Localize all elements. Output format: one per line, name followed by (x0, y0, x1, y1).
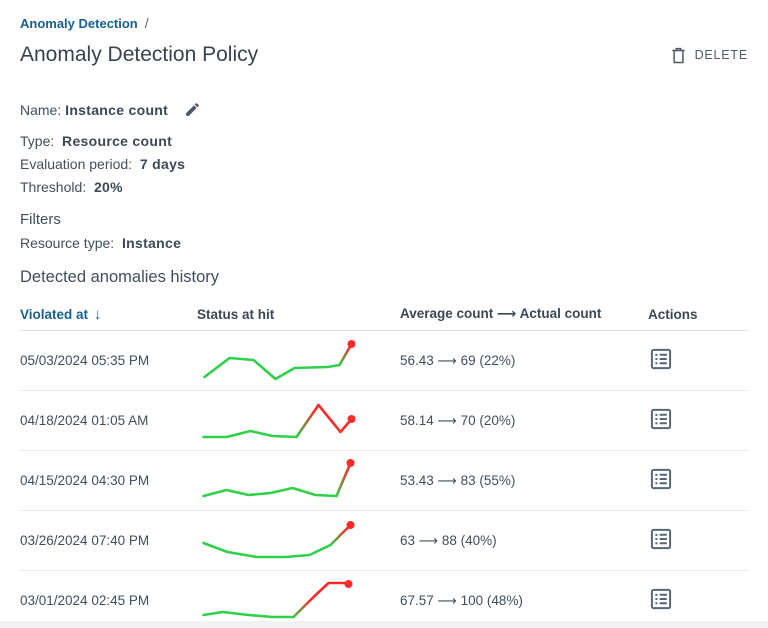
sparkline-chart (203, 339, 356, 380)
actions-cell (648, 586, 748, 615)
sparkline-chart (202, 579, 353, 618)
column-header-counts: Average count ⟶ Actual count (400, 306, 602, 321)
counts-value: 67.57 ⟶ 100 (48%) (400, 592, 523, 608)
counts-value: 63 ⟶ 88 (40%) (400, 532, 497, 548)
delete-button[interactable]: DELETE (671, 47, 748, 64)
evaluation-period-line: Evaluation period: 7 days (20, 156, 748, 172)
actions-cell (648, 346, 748, 375)
threshold-line: Threshold: 20% (20, 179, 748, 195)
filters-heading: Filters (20, 211, 61, 228)
title-row: Anomaly Detection Policy DELETE (20, 43, 748, 67)
details-list-icon (648, 466, 674, 492)
status-sparkline-cell (197, 455, 400, 507)
name-value: Instance count (65, 101, 169, 118)
violated-at-header-label: Violated at (20, 306, 89, 322)
column-header-status: Status at hit (197, 306, 275, 322)
history-heading: Detected anomalies history (20, 268, 220, 286)
details-list-icon (648, 406, 674, 432)
resource-type-value: Instance (121, 235, 182, 251)
delete-button-label: DELETE (694, 48, 748, 62)
bottom-edge (0, 621, 768, 628)
row-details-button[interactable] (648, 406, 674, 432)
sparkline-chart (202, 403, 356, 438)
status-sparkline-cell (197, 335, 400, 387)
history-table-header: Violated at ↓ Status at hit Average coun… (20, 298, 748, 331)
evaluation-label: Evaluation period: (20, 156, 133, 172)
policy-name-line: Name: Instance count (20, 101, 748, 118)
threshold-label: Threshold: (20, 179, 87, 195)
actions-cell (648, 466, 748, 495)
page-title: Anomaly Detection Policy (20, 43, 259, 66)
history-table-body: 05/03/2024 05:35 PM 56.43 ⟶ 69 (22%) 04 (20, 331, 748, 628)
threshold-value: 20% (93, 179, 123, 195)
breadcrumb-separator: / (144, 15, 149, 31)
column-header-actions: Actions (648, 306, 698, 322)
violated-at-value: 05/03/2024 05:35 PM (20, 353, 150, 368)
violated-at-value: 04/18/2024 01:05 AM (20, 413, 149, 428)
row-details-button[interactable] (648, 526, 674, 552)
status-sparkline-cell (197, 575, 400, 627)
status-sparkline-cell (197, 395, 400, 447)
type-label: Type: (20, 133, 55, 149)
anomaly-row: 03/26/2024 07:40 PM 63 ⟶ 88 (40%) (20, 511, 748, 571)
row-details-button[interactable] (648, 466, 674, 492)
sort-descending-icon: ↓ (94, 305, 102, 323)
anomaly-row: 04/18/2024 01:05 AM 58.14 ⟶ 70 (20%) (20, 391, 748, 451)
anomaly-row: 05/03/2024 05:35 PM 56.43 ⟶ 69 (22%) (20, 331, 748, 391)
anomaly-row: 03/01/2024 02:45 PM 67.57 ⟶ 100 (48%) (20, 571, 748, 628)
actions-cell (648, 406, 748, 435)
breadcrumb: Anomaly Detection / (20, 15, 748, 31)
breadcrumb-anomaly-detection-link[interactable]: Anomaly Detection (20, 15, 138, 31)
sparkline-chart (202, 520, 355, 558)
violated-at-value: 03/26/2024 07:40 PM (20, 533, 150, 548)
details-list-icon (648, 586, 674, 612)
violated-at-value: 03/01/2024 02:45 PM (20, 593, 150, 608)
anomaly-row: 04/15/2024 04:30 PM 53.43 ⟶ 83 (55%) (20, 451, 748, 511)
row-details-button[interactable] (648, 586, 674, 612)
trash-icon (671, 47, 686, 64)
sparkline-chart (202, 458, 355, 497)
details-list-icon (648, 526, 674, 552)
row-details-button[interactable] (648, 346, 674, 372)
status-sparkline-cell (197, 515, 400, 567)
history-table: Violated at ↓ Status at hit Average coun… (20, 298, 748, 628)
counts-value: 53.43 ⟶ 83 (55%) (400, 472, 516, 488)
resource-type-line: Resource type: Instance (20, 235, 748, 251)
type-value: Resource count (62, 133, 173, 149)
policy-type-line: Type: Resource count (20, 133, 748, 149)
edit-name-button[interactable] (184, 101, 201, 118)
evaluation-value: 7 days (139, 156, 186, 172)
actions-cell (648, 526, 748, 555)
pencil-icon (184, 101, 201, 118)
column-header-violated-at[interactable]: Violated at ↓ (20, 306, 197, 323)
details-list-icon (648, 346, 674, 372)
resource-type-label: Resource type: (20, 235, 115, 251)
counts-value: 56.43 ⟶ 69 (22%) (400, 352, 516, 368)
name-label: Name: (20, 101, 62, 118)
violated-at-value: 04/15/2024 04:30 PM (20, 473, 150, 488)
counts-value: 58.14 ⟶ 70 (20%) (400, 412, 516, 428)
